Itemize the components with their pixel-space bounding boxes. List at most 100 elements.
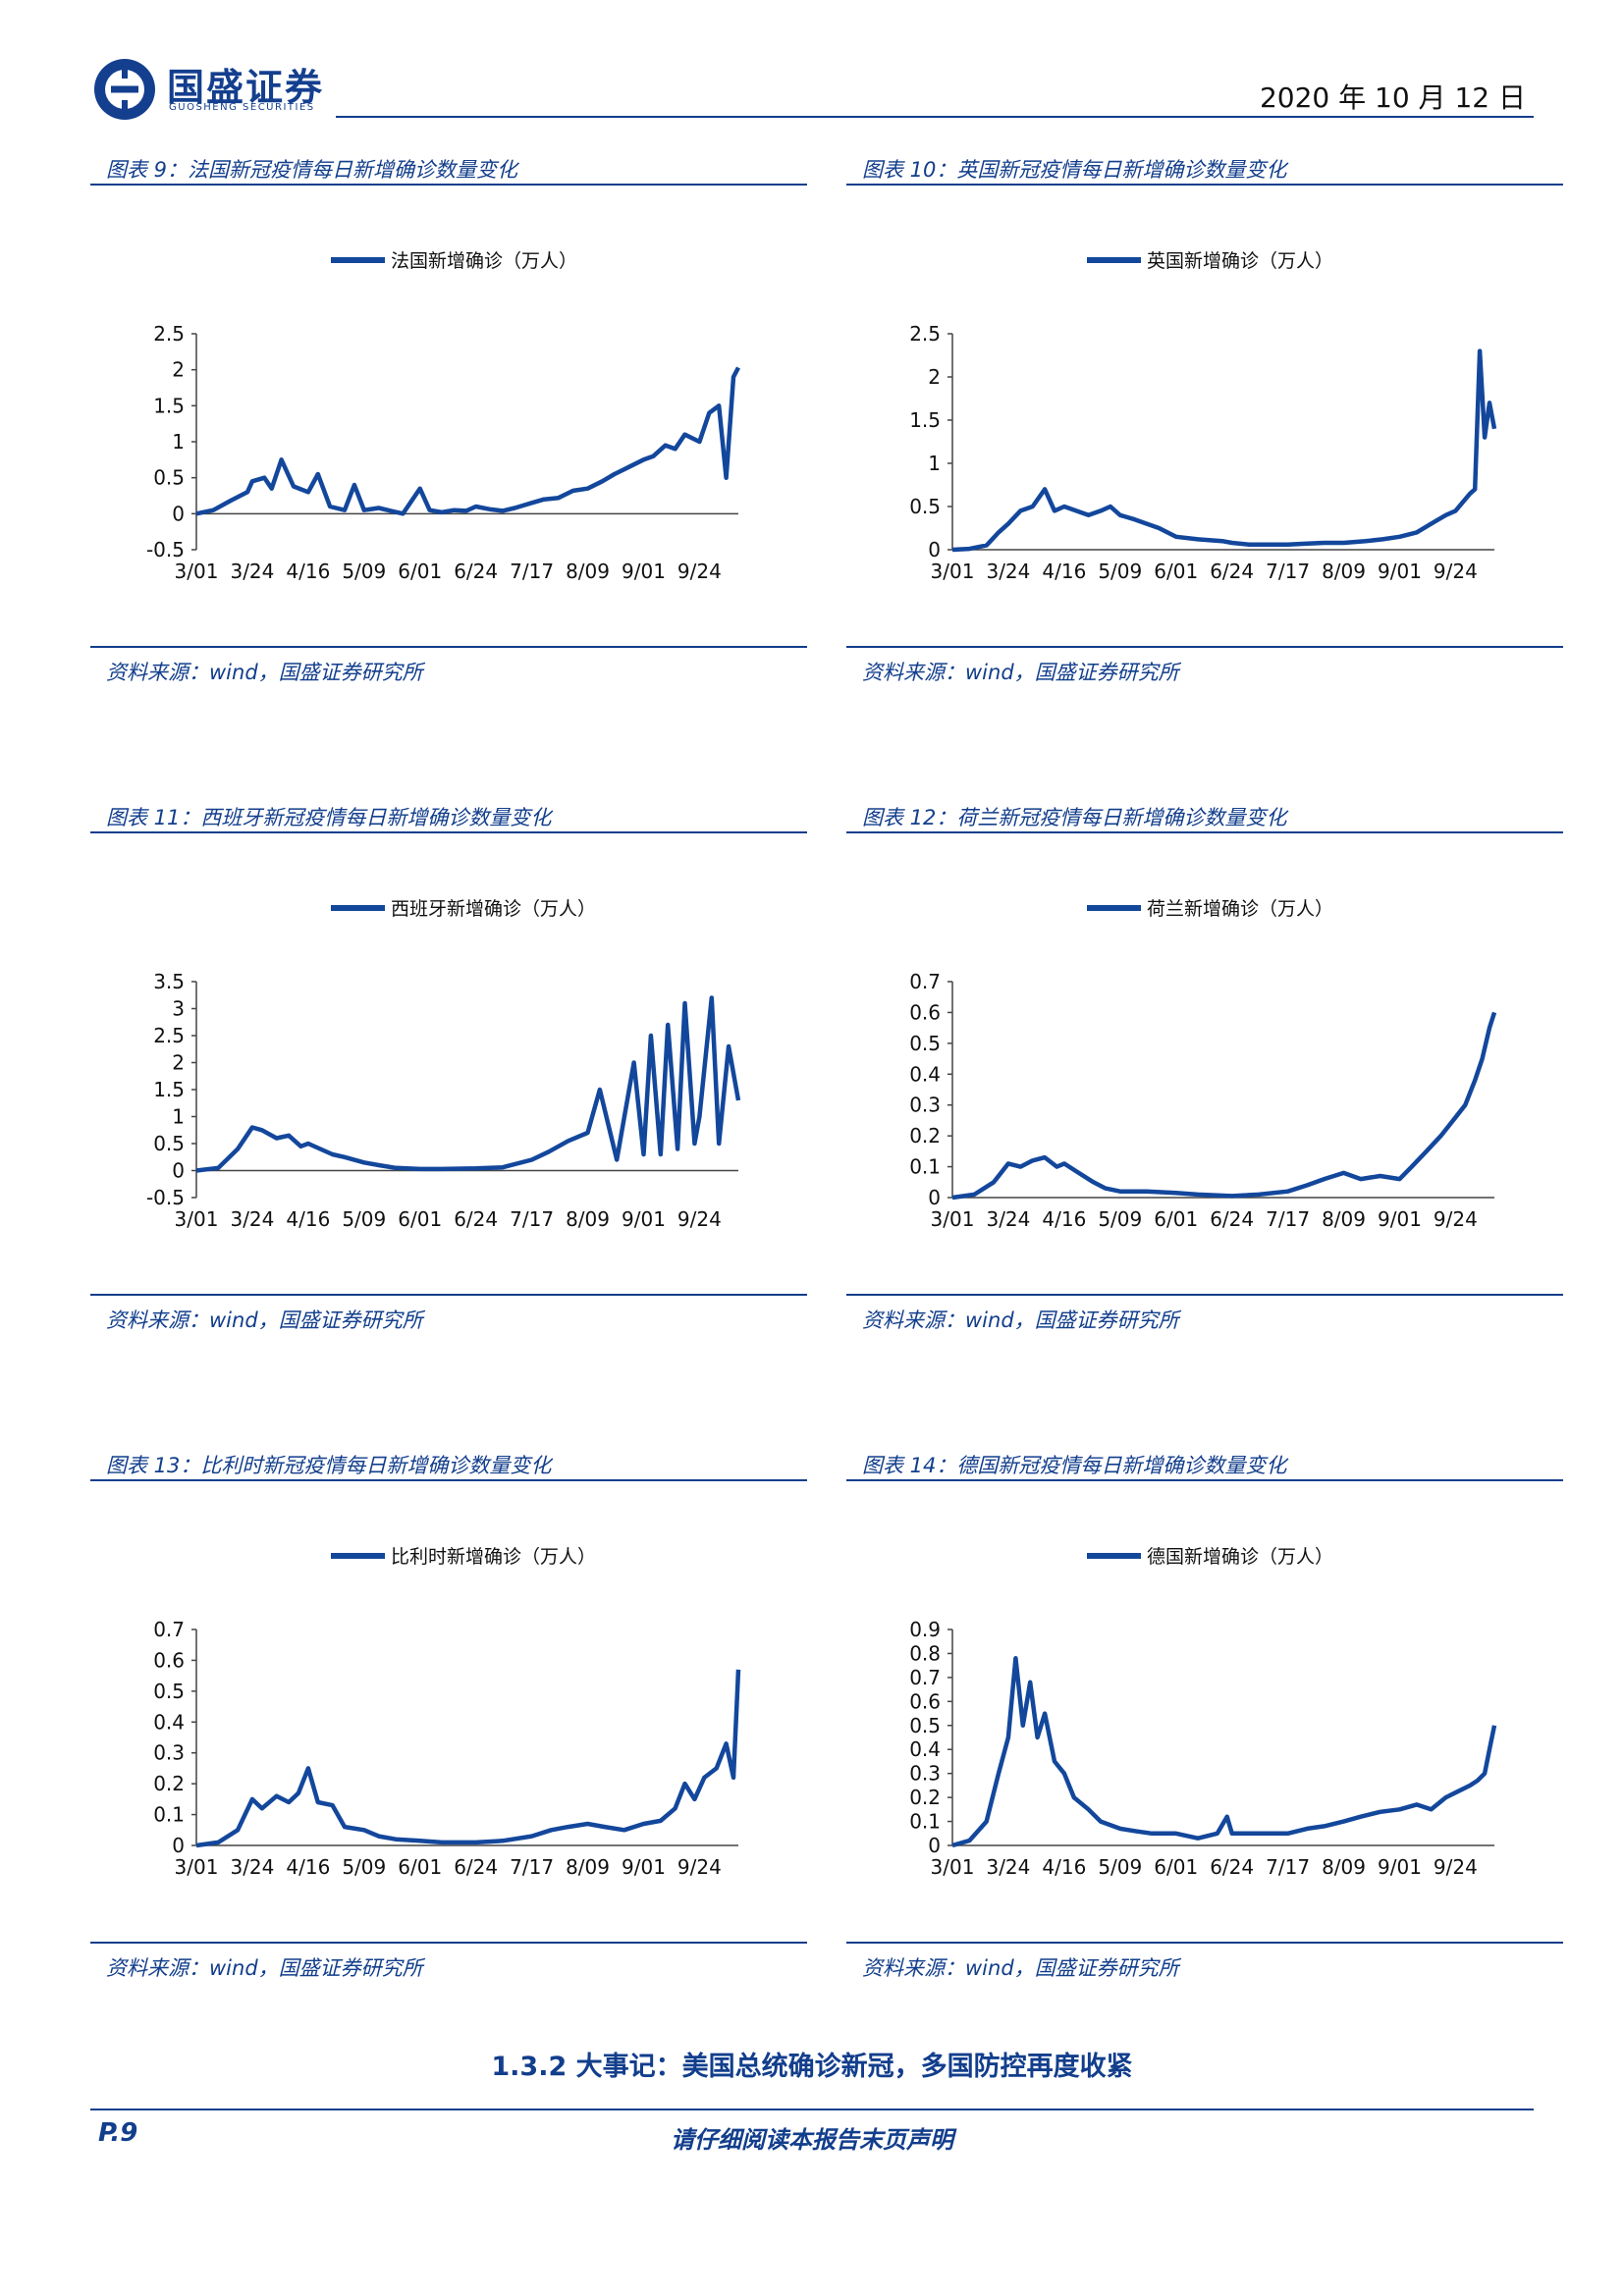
y-tick-label: -0.5 [146, 1186, 185, 1209]
x-tick-label: 4/16 [286, 1855, 330, 1879]
y-tick-label: 0.5 [153, 1132, 185, 1155]
page-number: P.9 [98, 2118, 138, 2148]
x-tick-label: 4/16 [286, 1207, 330, 1231]
series-line [195, 1669, 741, 1848]
figure-source-rule [90, 646, 807, 648]
figure-title: 图表 13：比利时新冠疫情每日新增确诊数量变化 [106, 1454, 552, 1477]
x-tick-label: 8/09 [566, 1207, 610, 1231]
y-tick-label: 0.3 [909, 1762, 941, 1786]
figure-source: 资料来源：wind，国盛证券研究所 [106, 1308, 423, 1332]
y-tick-label: 0.3 [909, 1094, 941, 1117]
y-tick-label: 2.5 [909, 322, 941, 346]
x-tick-label: 6/24 [454, 560, 498, 583]
figure-source-rule [846, 1942, 1563, 1944]
y-tick-label: 2 [172, 358, 185, 382]
chart-spain: 西班牙新增确诊（万人） -0.5 0 0.5 1 1.5 2 2.5 3 3.5 3/01 3/24 4… [146, 898, 741, 1231]
chart-panel-france: 图表 9：法国新冠疫情每日新增确诊数量变化 法国新增确诊（万人） -0.5 0 0.5… [90, 142, 807, 684]
x-tick-label: 6/01 [398, 560, 442, 583]
brand-name-en: GUOSHENG SECURITIES [169, 102, 315, 113]
series-line [951, 348, 1497, 553]
y-tick-label: 0.1 [909, 1810, 941, 1834]
x-tick-label: 8/09 [1322, 560, 1366, 583]
figure-title-rule [90, 1479, 807, 1481]
x-tick-label: 9/24 [677, 560, 722, 583]
x-tick-label: 6/24 [1210, 1207, 1254, 1231]
x-tick-label: 6/01 [398, 1207, 442, 1231]
legend-label: 法国新增确诊（万人） [391, 250, 577, 272]
x-tick-label: 4/16 [1042, 560, 1086, 583]
x-tick-label: 3/01 [175, 560, 219, 583]
figure-title: 图表 9：法国新冠疫情每日新增确诊数量变化 [106, 158, 518, 182]
x-tick-label: 8/09 [566, 1855, 610, 1879]
x-tick-label: 3/01 [175, 1855, 219, 1879]
report-date: 2020 年 10 月 12 日 [1259, 81, 1526, 114]
footer-divider [90, 2109, 1534, 2110]
x-tick-label: 9/01 [622, 1207, 666, 1231]
chart-panel-uk: 图表 10：英国新冠疫情每日新增确诊数量变化 英国新增确诊（万人） 0 0.5 1 1.… [846, 142, 1563, 684]
x-tick-label: 3/24 [986, 1855, 1030, 1879]
footer-disclaimer: 请仔细阅读本报告末页声明 [671, 2126, 953, 2154]
y-tick-label: 0 [172, 1834, 185, 1857]
x-tick-label: 9/01 [622, 1855, 666, 1879]
figure-source-rule [90, 1942, 807, 1944]
figure-source: 资料来源：wind，国盛证券研究所 [862, 1956, 1179, 1980]
chart-belgium: 比利时新增确诊（万人） 0 0.1 0.2 0.3 0.4 0.5 0.6 0.7 3/01 3/2… [153, 1546, 741, 1879]
y-tick-label: 3 [172, 997, 185, 1021]
chart-panel-germany: 图表 14：德国新冠疫情每日新增确诊数量变化 德国新增确诊（万人） 0 0.1 0.2… [846, 1438, 1563, 1980]
x-tick-label: 3/24 [986, 560, 1030, 583]
x-tick-label: 4/16 [1042, 1207, 1086, 1231]
series-line [195, 366, 740, 516]
y-tick-label: 0 [172, 1159, 185, 1183]
x-tick-label: 5/09 [342, 1855, 386, 1879]
legend-label: 西班牙新增确诊（万人） [391, 898, 596, 920]
header-divider [336, 116, 1534, 118]
x-tick-label: 5/09 [1098, 1855, 1142, 1879]
x-tick-label: 9/01 [1378, 1855, 1422, 1879]
figure-source-rule [846, 646, 1563, 648]
y-tick-label: 1.5 [909, 408, 941, 432]
brand-name: 国盛证券 [167, 66, 325, 109]
figure-title-rule [846, 184, 1563, 186]
y-tick-label: 0.3 [153, 1741, 185, 1765]
x-tick-label: 3/01 [931, 1207, 975, 1231]
y-tick-label: 2 [928, 365, 941, 389]
y-tick-label: 0.8 [909, 1641, 941, 1665]
legend-label: 德国新增确诊（万人） [1147, 1546, 1333, 1568]
y-tick-label: 0.4 [153, 1710, 185, 1734]
y-tick-label: 1 [172, 430, 185, 454]
y-tick-label: 0.6 [153, 1648, 185, 1672]
chart-france: 法国新增确诊（万人） -0.5 0 0.5 1 1.5 2 2.5 3/01 3/24 4/16 5/… [146, 250, 740, 583]
x-tick-label: 8/09 [1322, 1207, 1366, 1231]
figure-title: 图表 11：西班牙新冠疫情每日新增确诊数量变化 [106, 806, 552, 829]
series-line [195, 995, 741, 1173]
y-tick-label: 1 [928, 452, 941, 475]
x-tick-label: 6/01 [1154, 1207, 1198, 1231]
figure-title-rule [846, 1479, 1563, 1481]
x-tick-label: 5/09 [1098, 1207, 1142, 1231]
x-tick-label: 7/17 [510, 560, 554, 583]
figure-source-rule [90, 1294, 807, 1296]
x-tick-label: 6/01 [1154, 1855, 1198, 1879]
y-tick-label: 0.4 [909, 1737, 941, 1761]
x-tick-label: 8/09 [1322, 1855, 1366, 1879]
y-tick-label: 0.7 [153, 1618, 185, 1641]
x-tick-label: 4/16 [1042, 1855, 1086, 1879]
x-tick-label: 6/24 [454, 1207, 498, 1231]
x-tick-label: 7/17 [510, 1207, 554, 1231]
chart-germany: 德国新增确诊（万人） 00.10.20.30.40.50.60.70.80.9 3/… [909, 1546, 1497, 1879]
x-tick-label: 9/24 [677, 1207, 722, 1231]
y-tick-label: 0.2 [153, 1772, 185, 1795]
x-tick-label: 6/01 [1154, 560, 1198, 583]
x-tick-label: 3/01 [175, 1207, 219, 1231]
x-tick-label: 3/24 [230, 560, 274, 583]
figure-title: 图表 12：荷兰新冠疫情每日新增确诊数量变化 [862, 806, 1287, 829]
x-tick-label: 7/17 [1266, 1855, 1310, 1879]
chart-panel-netherlands: 图表 12：荷兰新冠疫情每日新增确诊数量变化 荷兰新增确诊（万人） 0 0.1 0.2… [846, 790, 1563, 1332]
y-tick-label: 0 [928, 1834, 941, 1857]
y-tick-label: 2 [172, 1051, 185, 1075]
figure-source: 资料来源：wind，国盛证券研究所 [862, 661, 1179, 684]
y-tick-label: 0.7 [909, 970, 941, 993]
guosheng-logo-icon [94, 59, 155, 120]
x-tick-label: 8/09 [566, 560, 610, 583]
figure-title-rule [846, 831, 1563, 833]
